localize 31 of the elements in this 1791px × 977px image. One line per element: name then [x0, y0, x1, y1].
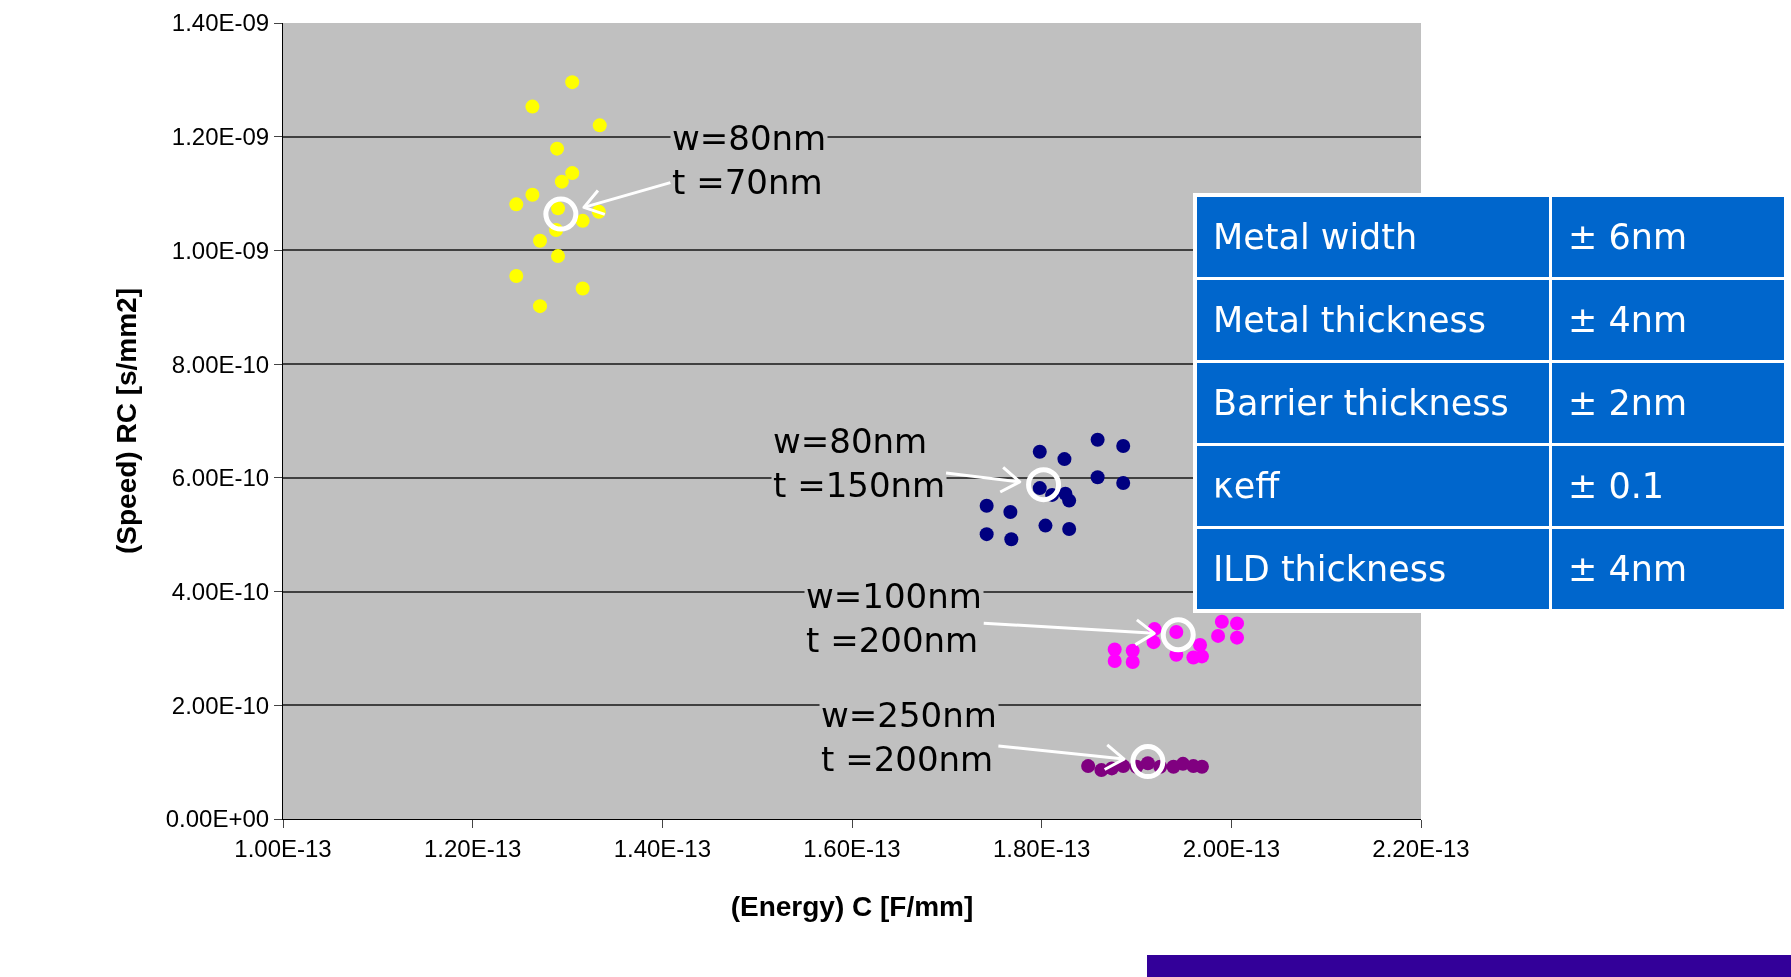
y-tick-label: 6.00E-10 — [171, 464, 270, 492]
y-axis-title: (Speed) RC [s/mm2] — [111, 287, 143, 555]
x-tick-label: 1.80E-13 — [992, 834, 1091, 862]
text: ± 4nm — [1568, 549, 1687, 589]
x-tick-label: 2.00E-13 — [1182, 834, 1281, 862]
y-tick-label: 2.00E-10 — [171, 691, 270, 719]
text: ± 0.1 — [1568, 466, 1665, 506]
y-tick-label: 1.00E-09 — [171, 236, 270, 264]
annotation: κeff — [1195, 444, 1551, 528]
annotation: Metal width — [1195, 195, 1551, 279]
annotation: w=80nm t =70nm — [672, 118, 827, 203]
text: ± 2nm — [1568, 383, 1687, 423]
x-tick-label: 1.00E-13 — [234, 834, 332, 862]
y-tick-label: 0.00E+00 — [165, 805, 270, 833]
annotation: w=100nm t =200nm — [806, 576, 982, 661]
text: ± 6nm — [1568, 217, 1687, 257]
x-tick-label: 1.60E-13 — [803, 834, 901, 862]
x-tick-label: 2.20E-13 — [1372, 834, 1470, 862]
x-tick-label: 1.40E-13 — [613, 834, 712, 862]
y-tick-label: 1.20E-09 — [171, 123, 270, 151]
x-tick-label: 1.20E-13 — [423, 834, 522, 862]
annotation: w=250nm t =200nm — [821, 695, 997, 780]
annotation: w=80nm t =150nm — [773, 421, 946, 506]
y-tick-label: 1.40E-09 — [171, 9, 270, 37]
y-tick-label: 4.00E-10 — [171, 577, 270, 605]
annotation: Barrier thickness — [1195, 361, 1551, 445]
annotation: ILD thickness — [1195, 527, 1551, 611]
text: ± 4nm — [1568, 300, 1687, 340]
annotation: Metal thickness — [1195, 278, 1551, 362]
y-tick-label: 8.00E-10 — [171, 350, 270, 378]
x-axis-title: (Energy) C [F/mm] — [730, 890, 974, 922]
